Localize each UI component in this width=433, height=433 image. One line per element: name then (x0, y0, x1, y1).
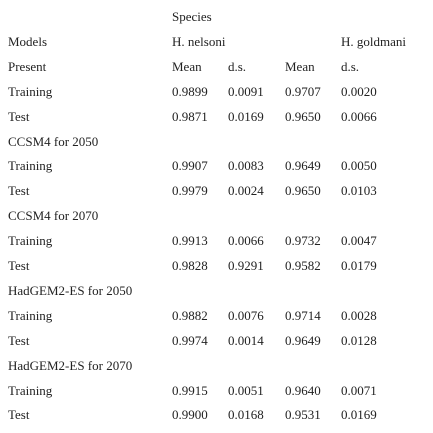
section-title: CCSM4 for 2050 (8, 133, 99, 149)
section-title: Present (8, 58, 47, 74)
table-cell: 0.9582 (285, 258, 321, 273)
table-cell: 0.9899 (172, 83, 208, 99)
table-cell: 0.9871 (172, 108, 208, 124)
column-header: Mean (172, 58, 202, 74)
row-label: Training (8, 158, 53, 174)
table-cell: 0.9640 (285, 382, 321, 398)
table-cell: 0.9907 (172, 158, 208, 174)
table-cell: 0.0179 (341, 258, 377, 273)
row-label: Training (8, 382, 53, 398)
table-cell: 0.0168 (228, 407, 264, 423)
table-cell: 0.0169 (341, 407, 377, 423)
header-species: Species (172, 9, 212, 24)
table-cell: 0.0103 (341, 183, 377, 199)
row-label: Test (8, 183, 30, 199)
table-cell: 0.9649 (285, 332, 321, 348)
table-cell: 0.0066 (341, 108, 377, 124)
table-cell: 0.0169 (228, 108, 264, 124)
table-cell: 0.0083 (228, 158, 264, 174)
table-cell: 0.0020 (341, 83, 377, 99)
row-label: Training (8, 83, 53, 99)
row-label: Test (8, 258, 30, 273)
section-title: HadGEM2-ES for 2070 (8, 357, 133, 373)
table-cell: 0.9650 (285, 183, 321, 199)
header-group: H. nelsoni (172, 33, 226, 49)
table-cell: 0.9707 (285, 83, 321, 99)
table-cell: 0.9649 (285, 158, 321, 174)
row-label: Test (8, 108, 30, 124)
table-cell: 0.9650 (285, 108, 321, 124)
table-cell: 0.0076 (228, 307, 264, 323)
table-cell: 0.9714 (285, 307, 321, 323)
table-cell: 0.0071 (341, 382, 377, 398)
row-label: Test (8, 332, 30, 348)
table-cell: 0.9291 (228, 258, 264, 273)
table-cell: 0.9915 (172, 382, 208, 398)
column-header: Mean (285, 58, 315, 74)
table-cell: 0.9913 (172, 233, 208, 249)
section-title: CCSM4 for 2070 (8, 208, 99, 224)
column-header: d.s. (228, 58, 247, 74)
table-cell: 0.0091 (228, 83, 264, 99)
table-cell: 0.9979 (172, 183, 208, 199)
table-cell: 0.9974 (172, 332, 208, 348)
row-label: Test (8, 407, 30, 423)
table-cell: 0.9732 (285, 233, 321, 249)
section-title: HadGEM2-ES for 2050 (8, 282, 133, 298)
header-group: H. goldmani (341, 33, 406, 49)
table-cell: 0.0028 (341, 307, 377, 323)
table-cell: 0.9828 (172, 258, 208, 273)
table-cell: 0.0051 (228, 382, 264, 398)
column-header: d.s. (341, 58, 360, 74)
row-label: Training (8, 233, 53, 249)
row-label: Training (8, 307, 53, 323)
table-cell: 0.9531 (285, 407, 321, 423)
table-cell: 0.9882 (172, 307, 208, 323)
table-cell: 0.0014 (228, 332, 264, 348)
table-cell: 0.0066 (228, 233, 264, 249)
header-models: Models (8, 33, 47, 49)
table-cell: 0.0024 (228, 183, 264, 199)
table-cell: 0.9900 (172, 407, 208, 423)
table-cell: 0.0050 (341, 158, 377, 174)
table-cell: 0.0128 (341, 332, 377, 348)
table-cell: 0.0047 (341, 233, 377, 249)
